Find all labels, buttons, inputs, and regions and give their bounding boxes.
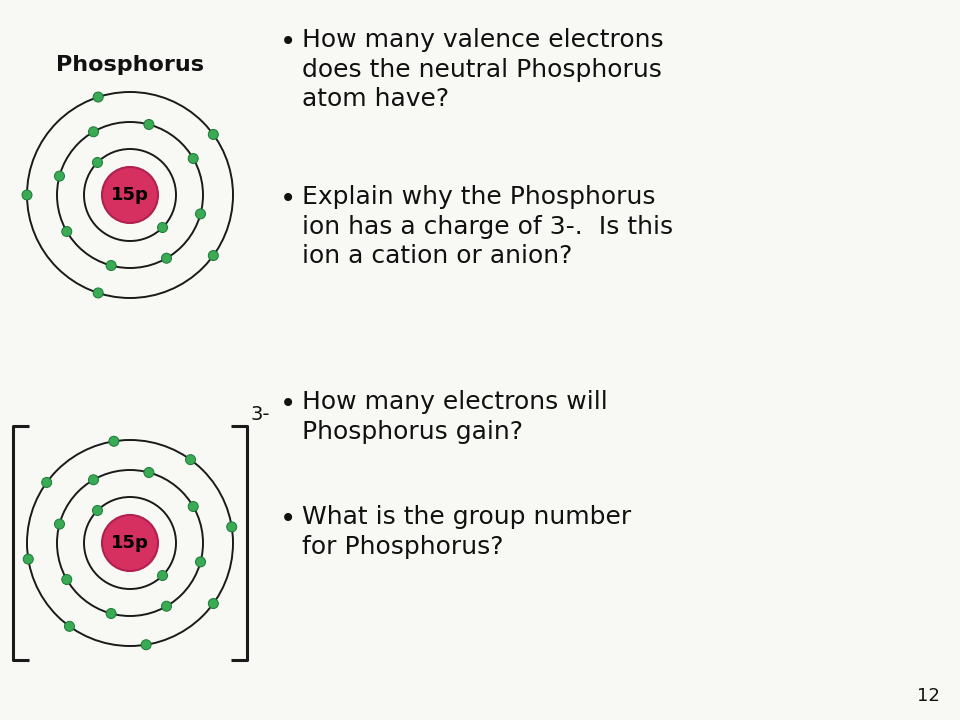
Circle shape [227,522,237,532]
Text: Explain why the Phosphorus
ion has a charge of 3-.  Is this
ion a cation or anio: Explain why the Phosphorus ion has a cha… [302,185,673,269]
Text: Phosphorus: Phosphorus [56,55,204,75]
Text: •: • [280,185,297,213]
Circle shape [144,467,154,477]
Circle shape [22,190,32,200]
Text: 12: 12 [917,687,940,705]
Text: •: • [280,390,297,418]
Circle shape [61,575,72,585]
Text: •: • [280,505,297,533]
Circle shape [93,288,103,298]
Circle shape [185,454,196,464]
Circle shape [55,519,64,529]
Circle shape [102,515,158,571]
Circle shape [93,92,103,102]
Circle shape [102,167,158,223]
Text: 15p: 15p [111,186,149,204]
Circle shape [188,153,198,163]
Circle shape [161,601,172,611]
Text: 15p: 15p [111,534,149,552]
Text: •: • [280,28,297,56]
Circle shape [64,621,75,631]
Circle shape [208,251,218,261]
Text: 3-: 3- [251,405,271,424]
Circle shape [107,261,116,271]
Circle shape [61,227,72,236]
Circle shape [88,127,99,137]
Circle shape [92,158,103,168]
Circle shape [144,120,154,130]
Text: What is the group number
for Phosphorus?: What is the group number for Phosphorus? [302,505,632,559]
Circle shape [88,474,99,485]
Circle shape [196,209,205,219]
Circle shape [55,171,64,181]
Circle shape [208,130,218,140]
Circle shape [196,557,205,567]
Circle shape [107,608,116,618]
Circle shape [157,222,168,233]
Circle shape [108,436,119,446]
Circle shape [141,640,151,649]
Circle shape [92,505,103,516]
Circle shape [41,477,52,487]
Text: How many electrons will
Phosphorus gain?: How many electrons will Phosphorus gain? [302,390,608,444]
Circle shape [23,554,34,564]
Circle shape [208,598,218,608]
Text: How many valence electrons
does the neutral Phosphorus
atom have?: How many valence electrons does the neut… [302,28,663,112]
Circle shape [188,502,198,511]
Circle shape [157,570,168,580]
Circle shape [161,253,172,264]
